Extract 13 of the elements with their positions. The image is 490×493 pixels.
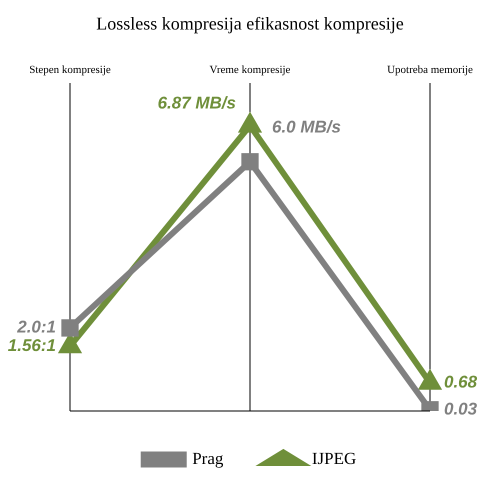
x-tick-label: Stepen kompresije xyxy=(29,64,111,76)
x-tick-label: Upotreba memorije xyxy=(387,64,474,76)
data-label: 6.87 MB/s xyxy=(158,93,236,112)
legend-label: IJPEG xyxy=(312,448,356,468)
chart-title: Lossless kompresija efikasnost kompresije xyxy=(96,14,404,34)
legend-label: Prag xyxy=(192,448,224,468)
x-tick-label: Vreme kompresije xyxy=(210,64,291,76)
data-label: 6.0 MB/s xyxy=(272,117,341,136)
point xyxy=(241,153,259,170)
data-label: 0.68 xyxy=(444,372,478,392)
data-label: 2.0:1 xyxy=(16,318,56,337)
data-label: 1.56:1 xyxy=(8,336,56,355)
data-label: 0.03 xyxy=(444,399,478,418)
